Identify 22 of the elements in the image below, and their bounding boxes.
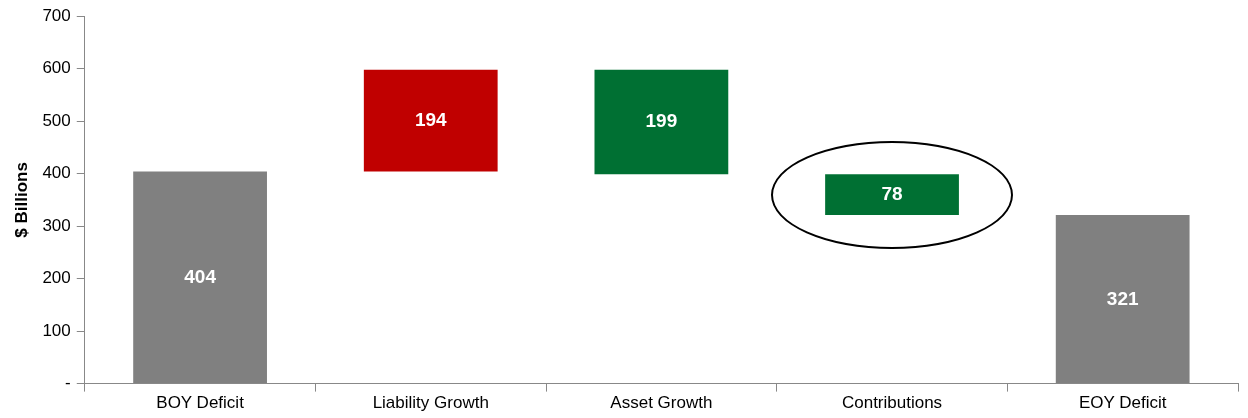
y-tick-label: 600 — [42, 58, 71, 78]
y-tick-label: 500 — [42, 110, 71, 130]
data-label: 404 — [184, 265, 217, 287]
bar — [594, 69, 729, 175]
x-tick-label: BOY Deficit — [156, 393, 245, 413]
y-tick-label: 300 — [42, 215, 71, 235]
data-label: 199 — [645, 110, 678, 132]
y-tick-label: 400 — [42, 163, 71, 183]
x-tick-label: Contributions — [841, 393, 943, 413]
bar — [363, 69, 498, 172]
x-tick-label: EOY Deficit — [1078, 393, 1167, 413]
data-label: 321 — [1106, 287, 1139, 309]
y-tick-label: 200 — [42, 268, 71, 288]
y-tick-label: 100 — [42, 320, 71, 340]
bar — [825, 174, 959, 216]
y-tick-label: 700 — [42, 5, 71, 25]
y-tick-label: - — [65, 373, 71, 393]
x-tick-label: Asset Growth — [610, 393, 713, 413]
x-tick-label: Liability Growth — [372, 393, 489, 413]
data-label: 78 — [881, 182, 903, 204]
data-label: 194 — [414, 108, 448, 130]
y-axis-title: $ Billions — [11, 162, 31, 238]
